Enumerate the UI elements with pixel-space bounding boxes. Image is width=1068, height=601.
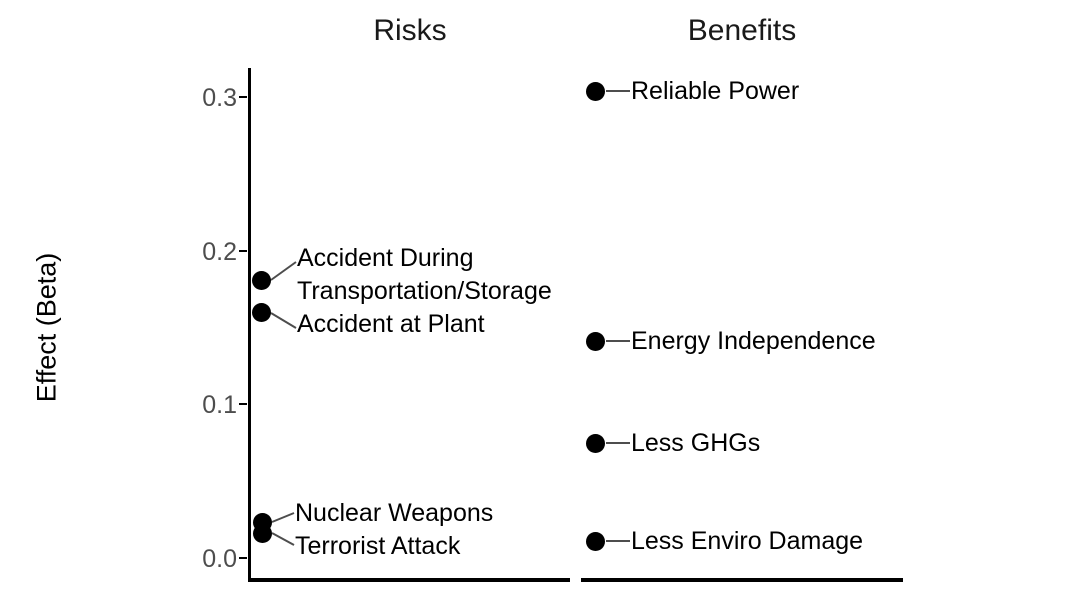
y-tick-mark-0.0 bbox=[239, 557, 247, 559]
y-tick-mark-0.1 bbox=[239, 403, 247, 405]
y-tick-label-0.1: 0.1 bbox=[202, 391, 237, 419]
point-less-ghgs[interactable] bbox=[586, 434, 605, 453]
point-energy-independence[interactable] bbox=[586, 332, 605, 351]
point-terrorist-attack[interactable] bbox=[253, 524, 272, 543]
point-accident-transport[interactable] bbox=[252, 271, 271, 290]
risks-y-axis-line bbox=[248, 68, 251, 580]
label-energy-independence: Energy Independence bbox=[631, 327, 876, 355]
point-reliable-power[interactable] bbox=[586, 82, 605, 101]
benefits-x-axis-line bbox=[581, 578, 903, 582]
y-tick-label-0.3: 0.3 bbox=[202, 84, 237, 112]
risks-panel-title: Risks bbox=[373, 14, 447, 47]
y-tick-mark-0.3 bbox=[239, 96, 247, 98]
label-accident-transport-line2: Transportation/Storage bbox=[297, 277, 552, 305]
leader-accident-plant bbox=[270, 312, 297, 329]
benefits-panel-title: Benefits bbox=[687, 14, 797, 47]
label-reliable-power: Reliable Power bbox=[631, 77, 800, 105]
leader-terrorist-attack bbox=[271, 532, 295, 546]
y-tick-label-0.0: 0.0 bbox=[202, 545, 237, 573]
risks-x-axis-line bbox=[248, 578, 570, 582]
y-tick-label-0.2: 0.2 bbox=[202, 238, 237, 266]
point-accident-plant[interactable] bbox=[252, 303, 271, 322]
point-less-enviro-damage[interactable] bbox=[586, 532, 605, 551]
label-terrorist-attack: Terrorist Attack bbox=[295, 532, 461, 560]
label-less-ghgs: Less GHGs bbox=[631, 429, 761, 457]
label-accident-plant: Accident at Plant bbox=[297, 310, 485, 338]
y-axis-title: Effect (Beta) bbox=[31, 252, 62, 403]
label-nuclear-weapons: Nuclear Weapons bbox=[295, 499, 494, 527]
leader-accident-transport bbox=[270, 261, 297, 281]
leader-nuclear-weapons bbox=[271, 512, 295, 523]
label-less-enviro-damage: Less Enviro Damage bbox=[631, 527, 864, 555]
label-accident-transport-line1: Accident During bbox=[297, 244, 474, 272]
y-axis-tick-labels: 0.3 0.2 0.1 0.0 bbox=[185, 0, 237, 601]
y-tick-mark-0.2 bbox=[239, 250, 247, 252]
